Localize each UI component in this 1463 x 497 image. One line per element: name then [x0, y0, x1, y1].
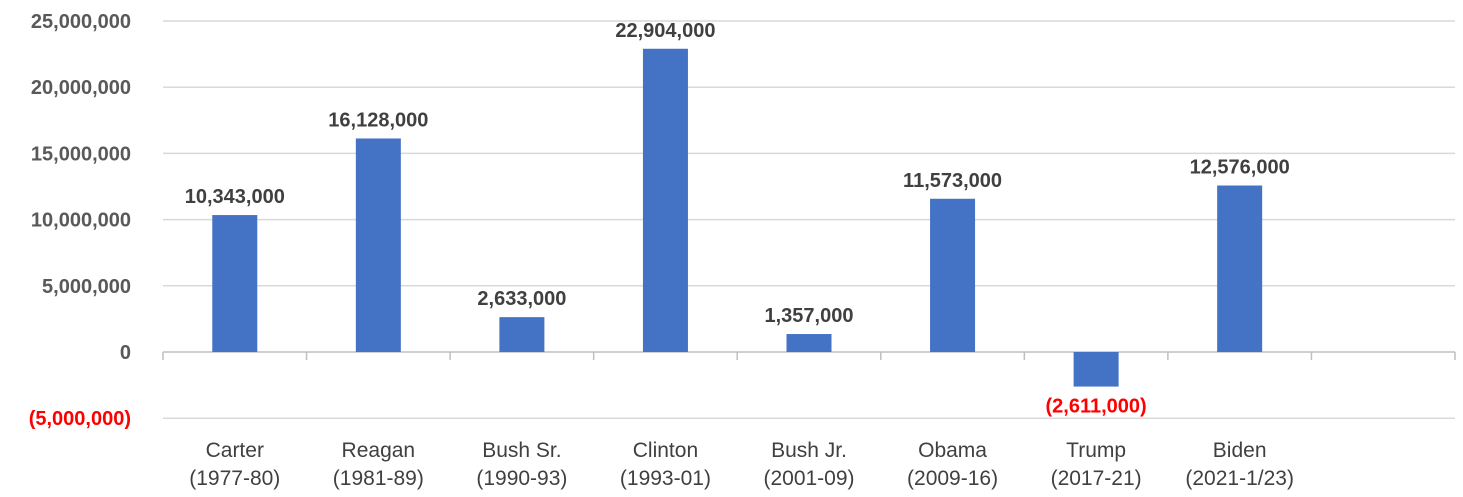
y-tick-label: 5,000,000 — [42, 276, 131, 298]
data-label: 11,573,000 — [903, 170, 1002, 192]
y-axis-tick-labels: (5,000,000) 0 5,000,000 10,000,000 15,000,00… — [29, 11, 131, 430]
x-axis-tick-labels: Carter (1977-80) Reagan (1981-89) Bush Sr. (1… — [189, 439, 1294, 490]
bar — [499, 317, 545, 352]
bar — [786, 334, 832, 352]
x-tick-label-years: (1993-01) — [620, 467, 711, 490]
bar — [1217, 185, 1263, 352]
bar — [642, 48, 688, 353]
x-tick-label-name: Reagan — [342, 439, 416, 462]
x-tick-label-years: (2021-1/23) — [1185, 467, 1294, 490]
bar — [355, 138, 401, 352]
x-tick-label-years: (2009-16) — [907, 467, 998, 490]
x-tick-label-name: Carter — [206, 439, 264, 462]
y-tick-label: 0 — [120, 342, 131, 364]
y-tick-label: 15,000,000 — [31, 143, 131, 165]
data-label: 10,343,000 — [185, 186, 285, 208]
x-tick-label-name: Biden — [1213, 439, 1267, 462]
data-label: 22,904,000 — [615, 20, 715, 42]
data-label: 2,633,000 — [477, 288, 566, 310]
x-tick-label-name: Trump — [1066, 439, 1126, 462]
y-tick-label: 25,000,000 — [31, 11, 131, 33]
x-tick-label-years: (1981-89) — [333, 467, 424, 490]
bar — [1073, 352, 1119, 387]
x-tick-label-name: Bush Sr. — [482, 439, 561, 462]
x-tick-label-name: Bush Jr. — [771, 439, 847, 462]
x-tick-label-years: (1990-93) — [476, 467, 567, 490]
x-tick-label-name: Obama — [918, 439, 987, 462]
data-label: 1,357,000 — [765, 305, 854, 327]
bars — [212, 48, 1263, 387]
data-label: (2,611,000) — [1046, 396, 1147, 418]
x-tick-label-name: Clinton — [633, 439, 698, 462]
x-tick-label-years: (2001-09) — [763, 467, 854, 490]
x-tick-label-years: (2017-21) — [1051, 467, 1142, 490]
y-tick-label: 20,000,000 — [31, 77, 131, 99]
data-label: 12,576,000 — [1190, 156, 1290, 178]
data-labels: 10,343,000 16,128,000 2,633,000 22,904,000 1… — [185, 20, 1290, 418]
data-label: 16,128,000 — [328, 109, 428, 131]
bar — [930, 198, 976, 352]
y-tick-label: 10,000,000 — [31, 210, 131, 232]
y-tick-label: (5,000,000) — [29, 408, 131, 430]
x-tick-label-years: (1977-80) — [189, 467, 280, 490]
bar — [212, 215, 258, 352]
